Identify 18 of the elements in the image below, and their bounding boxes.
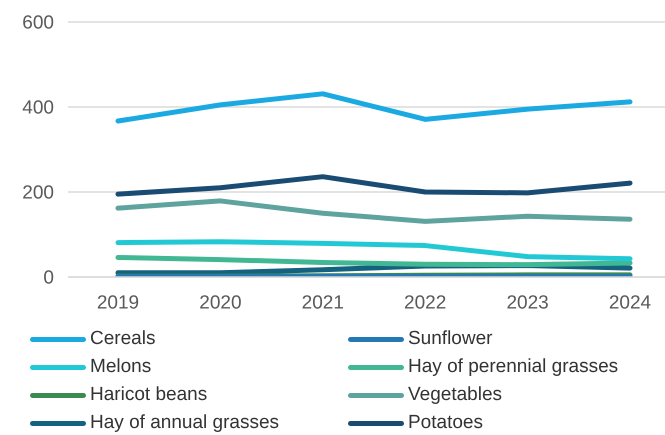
x-tick-label: 2023 [506, 292, 549, 314]
legend-label: Melons [90, 355, 152, 379]
y-tick-label: 0 [43, 268, 54, 289]
legend-label: Vegetables [408, 383, 502, 407]
x-tick-label: 2024 [608, 292, 652, 314]
y-tick-label: 600 [22, 12, 54, 34]
legend-label: Hay of perennial grasses [408, 355, 618, 379]
legend-label: Sunflower [408, 327, 492, 351]
legend-label: Hay of annual grasses [90, 411, 280, 435]
x-tick-label: 2019 [96, 292, 140, 314]
legend-label: Potatoes [408, 411, 483, 435]
y-tick-label: 200 [22, 182, 54, 204]
legend-label: Haricot beans [90, 383, 208, 407]
y-tick-label: 400 [22, 98, 54, 119]
x-tick-label: 2022 [404, 292, 446, 314]
x-tick-label: 2021 [302, 292, 344, 314]
x-tick-label: 2020 [199, 292, 242, 314]
legend-label: Cereals [90, 327, 156, 351]
